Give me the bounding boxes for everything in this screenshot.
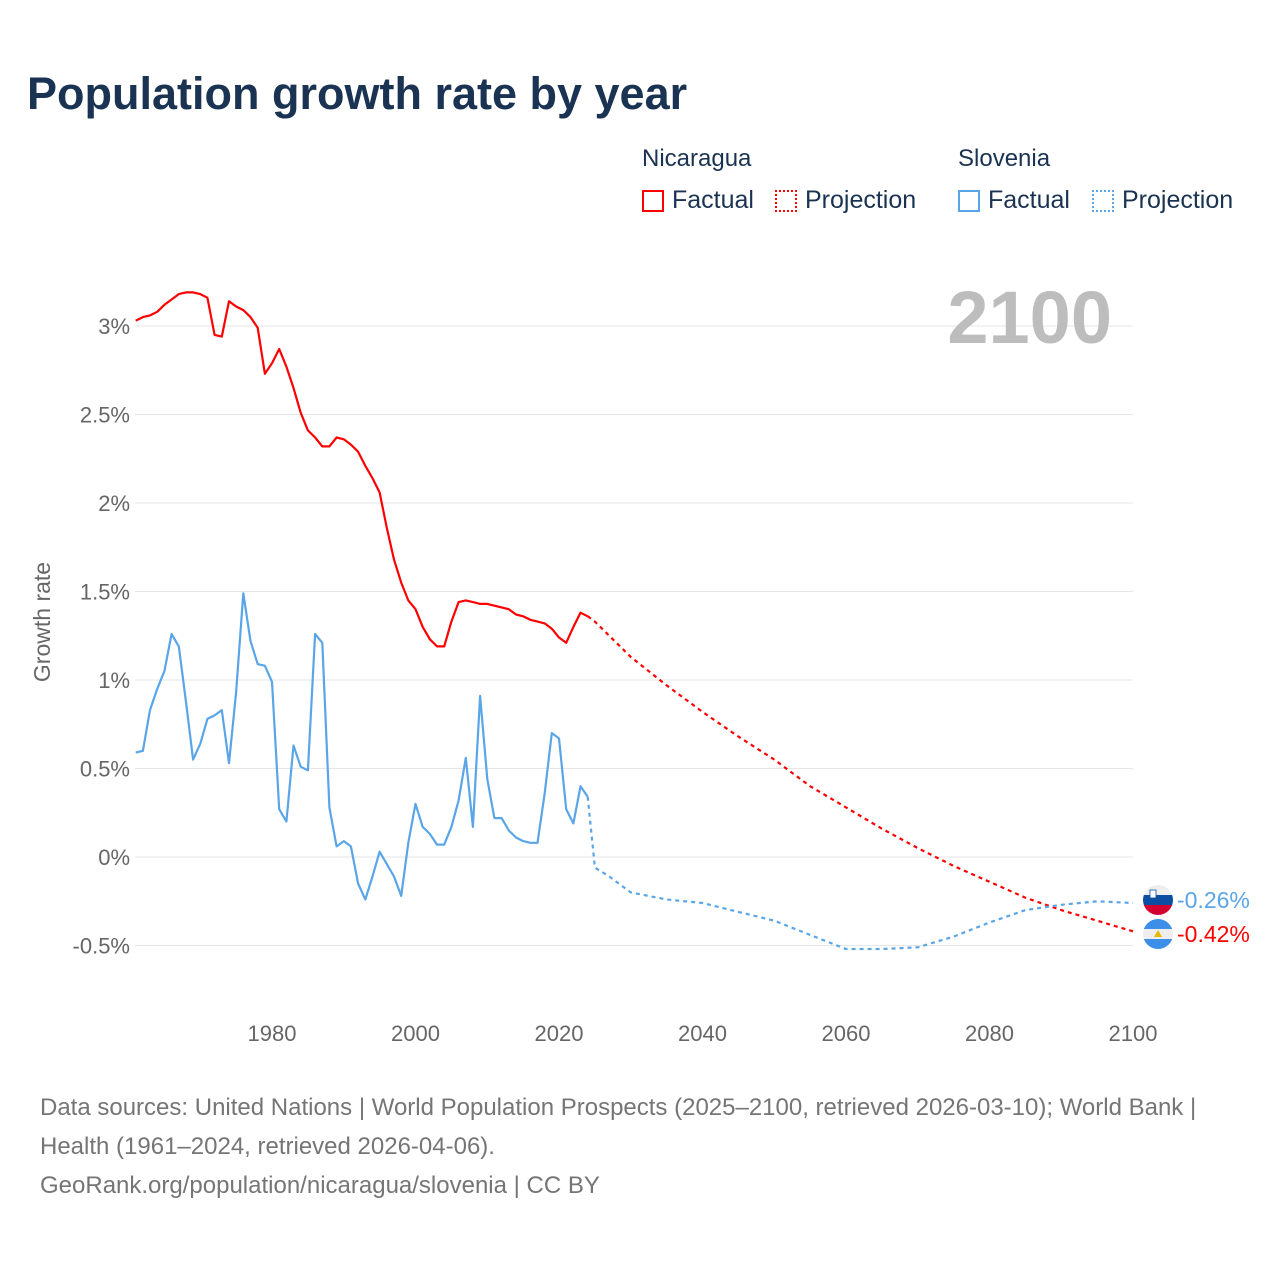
flag-emblem <box>1154 930 1162 937</box>
nicaragua-factual-line <box>135 291 589 648</box>
flag-shield <box>1149 889 1157 899</box>
y-tick-label: 1.5% <box>80 580 130 605</box>
nicaragua-flag-icon <box>1143 919 1173 949</box>
x-tick-label: 2100 <box>1109 1021 1158 1046</box>
x-tick-label: 2020 <box>535 1021 584 1046</box>
x-tick-label: 2060 <box>822 1021 871 1046</box>
flag-stripe <box>1143 885 1173 895</box>
y-tick-label: 3% <box>98 314 130 339</box>
flag-stripe <box>1143 919 1173 929</box>
flag-stripe <box>1143 939 1173 949</box>
flag-stripe <box>1143 895 1173 905</box>
legend-slovenia-projection[interactable]: Projection <box>1092 186 1233 215</box>
chart-title: Population growth rate by year <box>27 68 688 119</box>
dotted-swatch-icon <box>1092 189 1114 212</box>
x-tick-label: 1980 <box>248 1021 297 1046</box>
y-tick-label: 2% <box>98 491 130 516</box>
footer: Data sources: United Nations | World Pop… <box>40 1088 1240 1205</box>
x-tick-label: 2000 <box>391 1021 440 1046</box>
flag-stripe <box>1143 905 1173 915</box>
year-watermark: 2100 <box>947 276 1112 359</box>
nicaragua-end-value: -0.42% <box>1177 921 1250 947</box>
y-tick-label: 1% <box>98 668 130 693</box>
solid-swatch-icon <box>642 189 664 212</box>
nicaragua-projection-line <box>587 615 1134 933</box>
credit-link[interactable]: GeoRank.org/population/nicaragua/sloveni… <box>40 1172 600 1199</box>
legend-label: Projection <box>805 186 917 214</box>
legend-label: Factual <box>672 186 754 214</box>
legend-label: Projection <box>1122 186 1234 214</box>
legend-nicaragua-projection[interactable]: Projection <box>775 186 916 215</box>
y-tick-label: 2.5% <box>80 403 130 428</box>
legend-nicaragua-factual[interactable]: Factual <box>642 186 754 215</box>
y-tick-label: 0.5% <box>80 757 130 782</box>
x-tick-label: 2080 <box>965 1021 1014 1046</box>
legend-label: Factual <box>988 186 1070 214</box>
dotted-swatch-icon <box>775 189 797 212</box>
legend-slovenia-factual[interactable]: Factual <box>958 186 1070 215</box>
solid-swatch-icon <box>958 189 980 212</box>
y-tick-label: -0.5% <box>73 934 130 959</box>
data-sources: Data sources: United Nations | World Pop… <box>40 1094 1197 1160</box>
legend-group-nicaragua: Nicaragua <box>642 145 752 172</box>
slovenia-end-value: -0.26% <box>1177 887 1250 913</box>
slovenia-factual-line <box>135 592 589 901</box>
y-axis-label: Growth rate <box>29 562 55 682</box>
x-tick-label: 2040 <box>678 1021 727 1046</box>
legend-group-slovenia: Slovenia <box>958 145 1051 172</box>
slovenia-flag-icon <box>1143 885 1173 915</box>
y-tick-label: 0% <box>98 845 130 870</box>
slovenia-projection-line <box>586 796 1134 951</box>
